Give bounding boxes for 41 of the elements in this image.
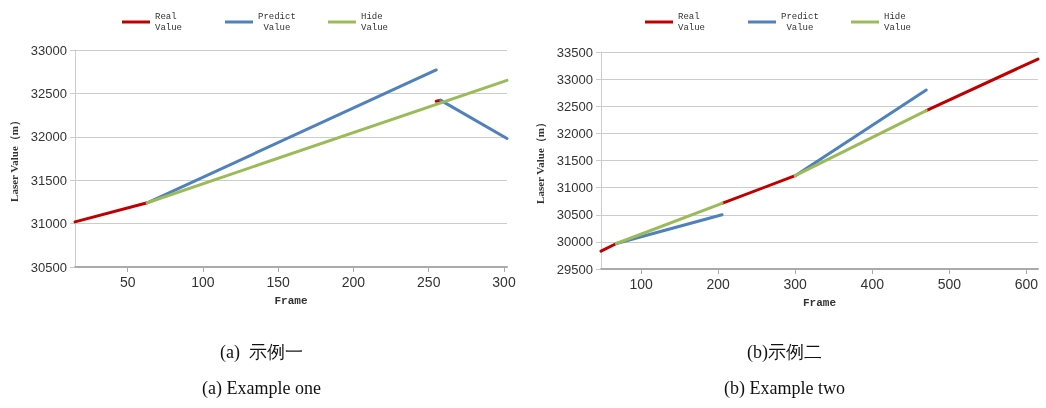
y-tick-label: 31500 [556, 153, 593, 168]
y-tick-label: 31000 [556, 180, 593, 196]
y-tick-label: 32000 [30, 129, 67, 145]
legend-label: Real Value [678, 11, 706, 33]
text: (b)示例二 [747, 342, 822, 363]
x-tick-label: 500 [937, 276, 962, 292]
y-tick-label: 32000 [556, 125, 593, 141]
x-tick-label: 400 [860, 276, 885, 292]
x-axis-title: Frame [802, 296, 837, 309]
x-tick-label: 300 [783, 276, 808, 292]
x-tick-label: 50 [119, 274, 136, 290]
text: (a) 示例一 [220, 342, 303, 363]
y-tick-label: 32500 [30, 85, 67, 101]
text: (a) Example one [202, 378, 321, 399]
y-tick-label: 33500 [556, 44, 593, 60]
x-tick-label: 100 [191, 274, 215, 290]
x-tick-label: 200 [341, 274, 366, 290]
legend-label: Predict Value [781, 11, 819, 33]
y-axis-title: Laser Value（m） [7, 115, 21, 202]
y-tick-label: 30500 [30, 259, 67, 275]
y-axis-title: Laser Value（m） [533, 117, 547, 204]
y-tick-label: 33000 [30, 42, 67, 58]
x-tick-label: 200 [706, 276, 731, 292]
x-tick-label: 100 [629, 276, 653, 292]
y-tick-label: 33000 [556, 71, 593, 87]
legend-label: Hide Value [361, 11, 389, 33]
y-tick-label: 32500 [556, 98, 593, 114]
x-tick-label: 300 [492, 274, 516, 290]
x-tick-label: 250 [417, 274, 441, 290]
y-tick-label: 31000 [30, 216, 67, 232]
legend-label: Real Value [155, 11, 183, 33]
legend-label: Predict Value [258, 11, 296, 33]
x-tick-label: 600 [1014, 276, 1039, 292]
y-tick-label: 30500 [556, 207, 593, 223]
x-tick-label: 150 [266, 274, 291, 290]
text: (b) Example two [724, 378, 845, 399]
x-axis-title: Frame [274, 294, 308, 307]
y-tick-label: 31500 [30, 172, 67, 188]
y-tick-label: 29500 [556, 261, 593, 277]
y-tick-label: 30000 [556, 234, 593, 250]
legend-label: Hide Value [884, 11, 912, 33]
